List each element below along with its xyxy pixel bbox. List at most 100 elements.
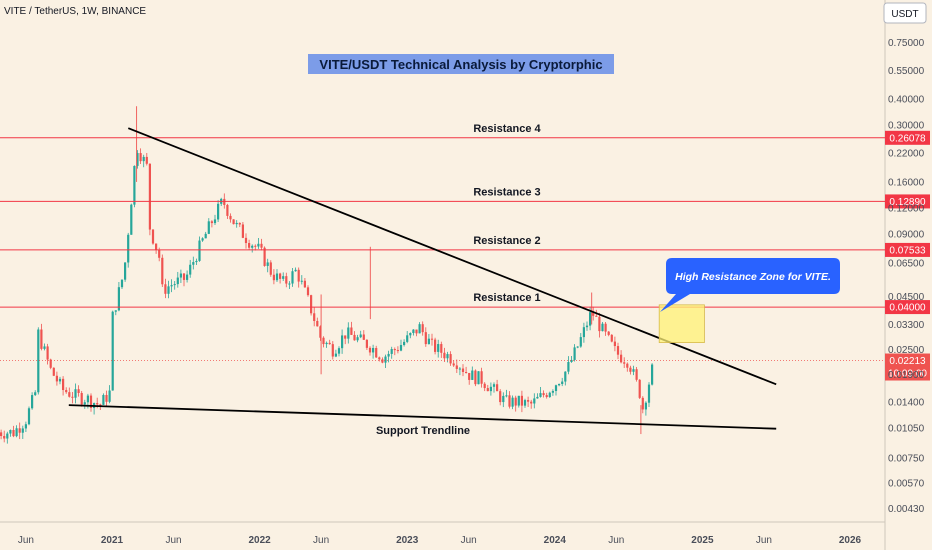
candle-body <box>37 329 40 393</box>
candle-body <box>601 323 604 332</box>
candle-body <box>508 395 511 407</box>
candle-body <box>297 269 300 282</box>
candle-body <box>623 362 626 364</box>
candle-body <box>415 329 418 334</box>
candle-body <box>393 349 396 351</box>
candle-body <box>449 354 452 364</box>
candle-body <box>635 369 638 380</box>
candle-body <box>120 279 124 288</box>
candle-body <box>424 332 427 345</box>
candle-body <box>186 274 189 280</box>
candle-body <box>244 237 248 244</box>
currency-button[interactable] <box>883 2 927 24</box>
candle-body <box>248 243 251 248</box>
candle-body <box>68 392 71 397</box>
candle-body <box>585 325 589 328</box>
chart-title: VITE/USDT Technical Analysis by Cryptorp… <box>319 57 602 72</box>
candle-body <box>195 260 198 263</box>
candle-body <box>651 364 654 385</box>
candle-body <box>372 348 375 353</box>
time-tick-label: 2023 <box>396 535 419 546</box>
time-tick-label: Jun <box>165 535 181 546</box>
resistance-zone[interactable] <box>658 304 705 343</box>
price-tick-label: 0.03300 <box>888 320 925 331</box>
candle-body <box>282 276 285 279</box>
candle-body <box>328 342 331 345</box>
candle-body <box>359 334 362 338</box>
candle-body <box>446 354 449 359</box>
candle-body <box>232 219 235 225</box>
candle-body <box>418 324 421 334</box>
candle-body <box>49 359 52 368</box>
candle-body <box>310 295 313 314</box>
candle-body <box>167 286 170 294</box>
candle-body <box>592 312 595 316</box>
price-tick-label: 0.00570 <box>888 478 925 489</box>
time-tick-label: 2022 <box>248 535 271 546</box>
candle-body <box>182 273 186 280</box>
candle-body <box>257 243 260 247</box>
candle-body <box>235 222 238 225</box>
candle-body <box>114 310 117 312</box>
candle-body <box>291 271 294 284</box>
candle-body <box>558 383 561 386</box>
candle-body <box>474 370 477 385</box>
candle-body <box>381 359 384 363</box>
price-tick-label: 0.75000 <box>888 38 925 49</box>
candle-body <box>539 393 542 397</box>
price-tick-label: 0.22000 <box>888 149 925 160</box>
support-trendline[interactable] <box>68 404 777 430</box>
candle-body <box>502 395 505 403</box>
price-tick-label: 0.04500 <box>888 292 925 303</box>
resistance-label: Resistance 2 <box>473 235 540 247</box>
candle-body <box>266 262 269 266</box>
price-tick-label: 0.00750 <box>888 454 925 465</box>
candle-body <box>505 395 508 397</box>
price-level-tag <box>885 130 930 145</box>
price-tick-label: 0.09000 <box>888 229 925 240</box>
candle-body <box>347 327 350 339</box>
candle-body <box>632 369 635 372</box>
candle-body <box>285 276 288 284</box>
candle-body <box>409 333 412 336</box>
candle-body <box>6 433 9 439</box>
chart-title-bg <box>308 54 614 74</box>
candle-body <box>362 334 365 340</box>
symbol-header: VITE / TetherUS, 1W, BINANCE <box>4 6 146 17</box>
candle-body <box>616 346 620 355</box>
candle-body <box>198 240 201 261</box>
resistance-label: Resistance 3 <box>473 186 540 198</box>
candle-body <box>561 381 564 384</box>
candle-body <box>43 346 46 349</box>
candle-body <box>71 396 74 398</box>
candle-body <box>148 163 151 230</box>
candle-body <box>523 400 527 406</box>
candle-body <box>356 337 359 341</box>
candle-body <box>396 350 399 352</box>
candle-body <box>316 320 319 327</box>
candle-body <box>517 395 520 406</box>
candle-body <box>65 390 68 393</box>
candle-body <box>136 153 139 166</box>
price-axis[interactable] <box>885 0 932 550</box>
zone-callout[interactable] <box>660 258 840 312</box>
candle-body <box>545 395 548 397</box>
candle-body <box>471 370 474 380</box>
candle-body <box>319 326 322 338</box>
candle-body <box>303 280 306 288</box>
candle-body <box>306 287 310 296</box>
candle-body <box>86 395 89 403</box>
candle-body <box>406 335 409 342</box>
candle-body <box>217 203 220 220</box>
candle-body <box>331 344 334 357</box>
candle-body <box>626 363 629 368</box>
candle-body <box>130 204 133 235</box>
candle-body <box>15 428 18 437</box>
candle-body <box>12 429 15 437</box>
candle-body <box>62 378 65 391</box>
candle-body <box>620 354 623 363</box>
candle-body <box>368 347 372 353</box>
candle-body <box>179 273 182 278</box>
candle-body <box>77 389 80 393</box>
